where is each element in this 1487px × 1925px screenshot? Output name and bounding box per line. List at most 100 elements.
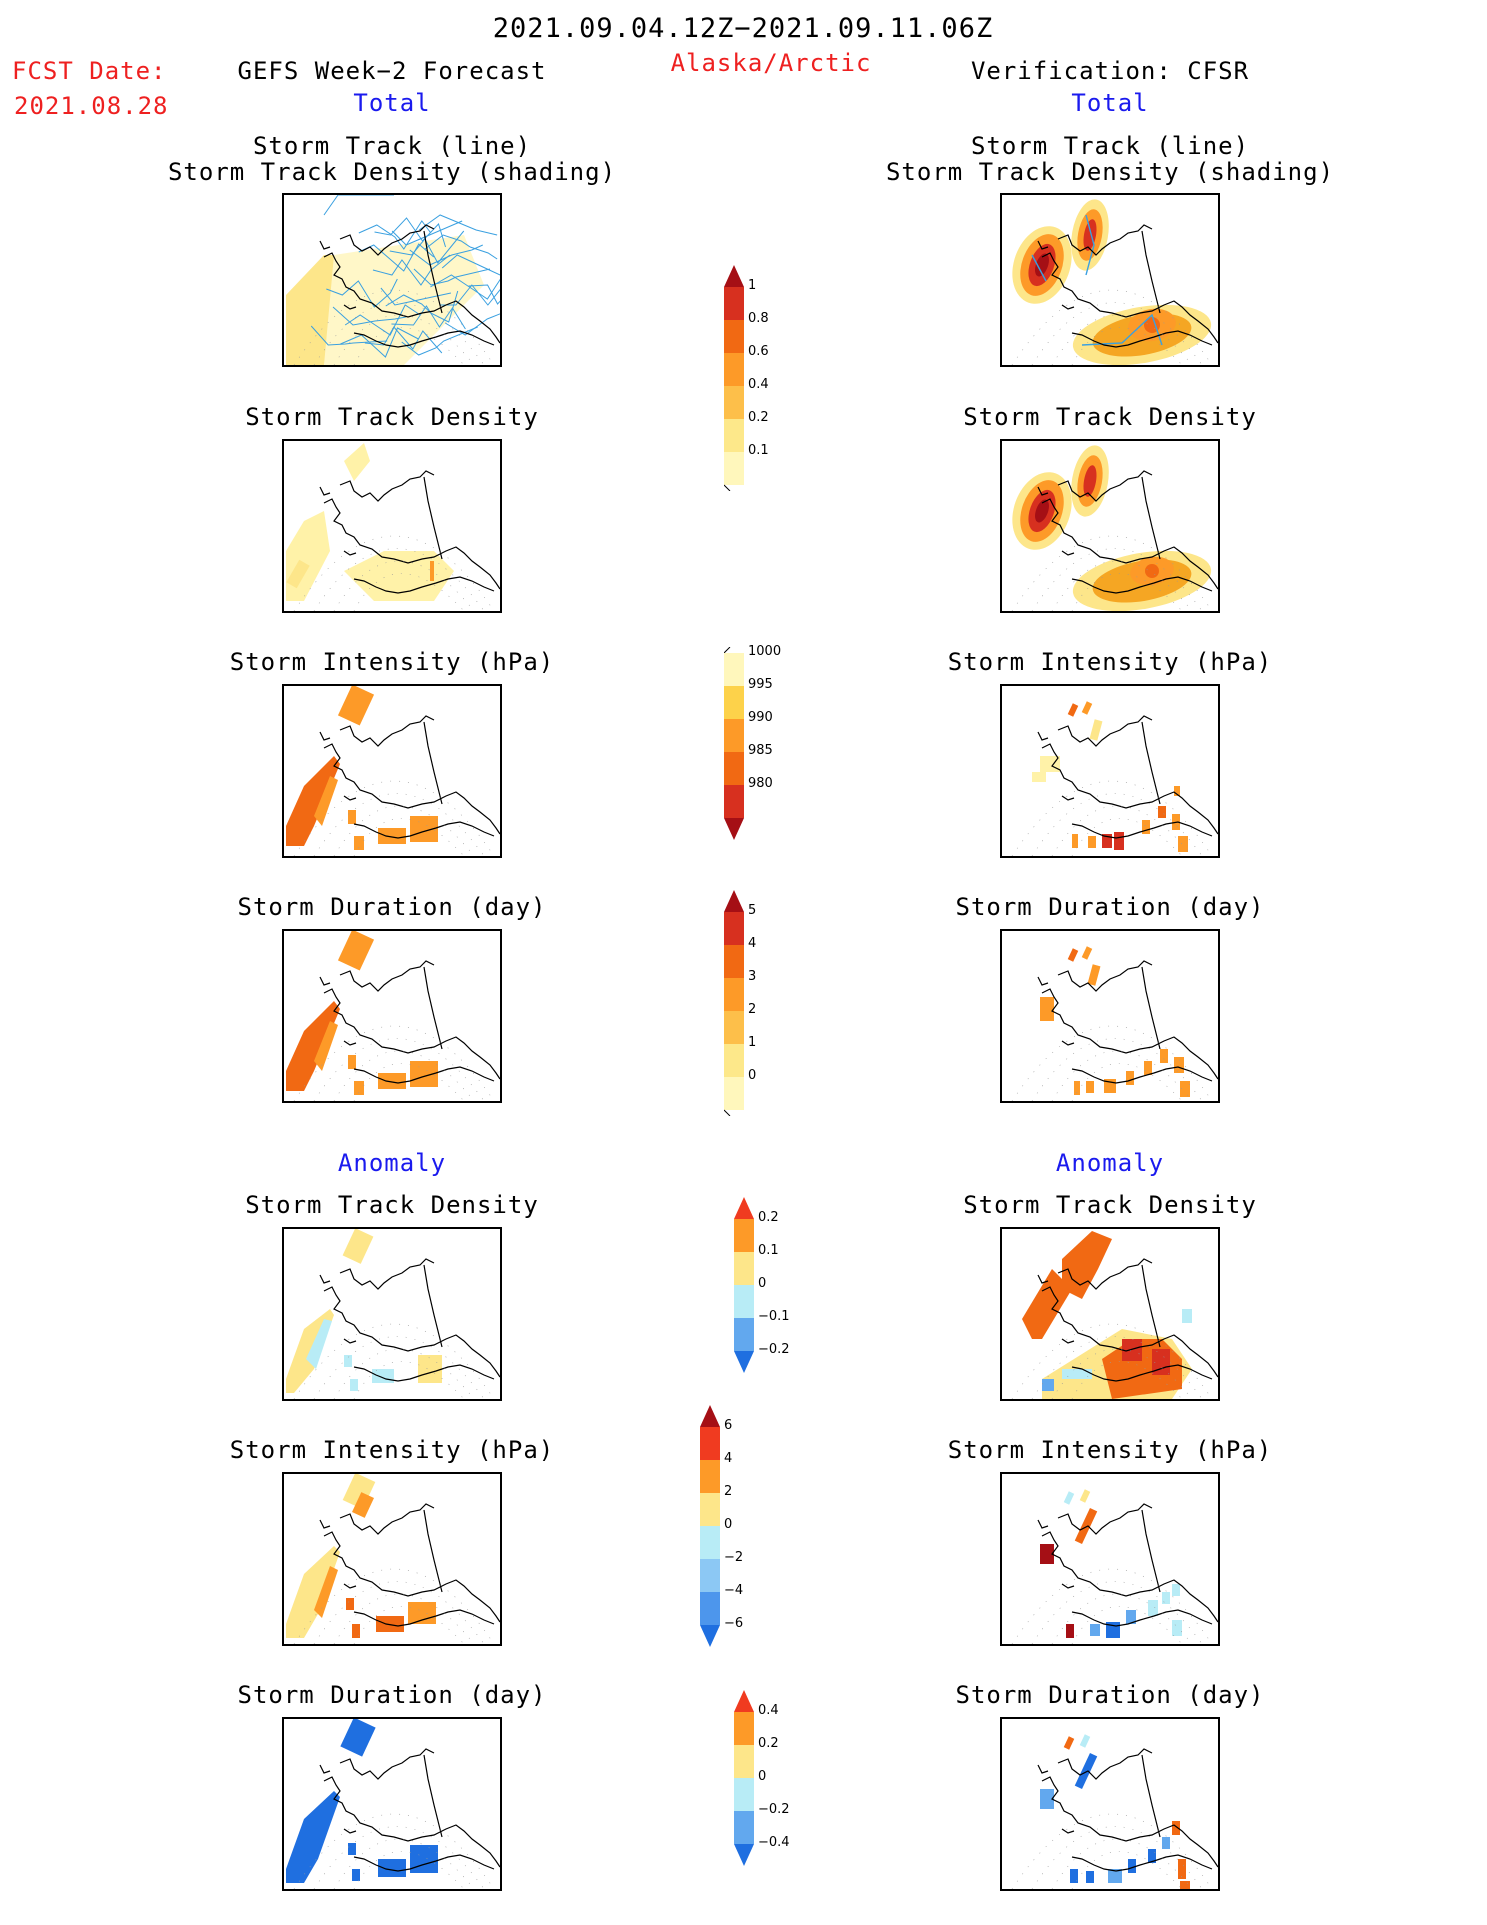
colorbar-segment (724, 419, 744, 452)
colorbar-svg (723, 890, 744, 1117)
map-gefs-total-intensity (282, 684, 502, 858)
shaded-cell (1088, 836, 1096, 848)
shaded-region (286, 1546, 340, 1638)
colorbar-segment (724, 1011, 744, 1044)
shaded-cell (337, 931, 375, 971)
shaded-cell (1063, 1736, 1075, 1750)
shaded-cell (1158, 806, 1166, 818)
left-anom-duration-title: Storm Duration (day) (237, 1681, 547, 1709)
left-anom-intensity-title: Storm Intensity (hPa) (229, 1436, 555, 1464)
right-track-shading-title: Storm Track Density (shading) (885, 158, 1335, 186)
storm-track-line (358, 220, 432, 250)
colorbar-tick-label: −6 (724, 1616, 744, 1631)
density-contour (1035, 253, 1049, 277)
storm-track-line (389, 230, 465, 264)
shaded-cell (1172, 1620, 1182, 1636)
map-cfsr-total-density (1000, 439, 1220, 613)
colorbar-svg (723, 265, 744, 492)
storm-track-line (409, 244, 483, 266)
left-duration-title: Storm Duration (day) (237, 893, 547, 921)
map-gefs-anom-density (282, 1227, 502, 1401)
shaded-cell (1174, 1057, 1184, 1073)
left-total-label: Total (353, 89, 431, 117)
storm-track-line (385, 290, 459, 323)
colorbar-tick-label: 5 (748, 903, 757, 918)
shaded-cell (1074, 1752, 1098, 1790)
colorbar-extend-bottom (700, 1625, 720, 1647)
fcst-date-label: FCST Date: (12, 57, 167, 85)
colorbar-segment (724, 452, 744, 485)
shaded-region (286, 756, 340, 846)
shaded-cell (378, 1859, 406, 1877)
shaded-cell (340, 1719, 376, 1757)
shaded-cell (1032, 772, 1046, 782)
shaded-cell (1180, 1881, 1190, 1889)
shaded-cell (1162, 1837, 1170, 1849)
colorbar-segment (734, 1811, 754, 1844)
density-contour (1145, 564, 1159, 578)
map-gefs-anom-duration (282, 1717, 502, 1891)
shaded-cell (352, 1492, 374, 1518)
colorbar-extend-top (724, 890, 744, 912)
shaded-cell (1063, 1491, 1075, 1505)
storm-track-line (439, 284, 500, 306)
map-cfsr-total-intensity (1000, 684, 1220, 858)
colorbar-tick-label: 1000 (748, 644, 782, 659)
shaded-cell (1040, 1789, 1054, 1809)
shaded-cell (348, 1843, 356, 1855)
colorbar-tick-label: 0.6 (748, 344, 769, 359)
shaded-cell (1072, 834, 1078, 848)
shaded-cell (1174, 786, 1180, 796)
colorbar-segment (724, 912, 744, 945)
colorbar-segment (734, 1778, 754, 1811)
shaded-cell (1062, 1369, 1092, 1379)
colorbar-tick-label: 0.1 (758, 1243, 779, 1258)
shaded-region (286, 255, 344, 365)
shaded-cell (1114, 832, 1124, 850)
storm-track-line (413, 268, 491, 286)
colorbar-segment (724, 945, 744, 978)
shaded-cell (342, 1474, 376, 1510)
shaded-cell (1086, 1081, 1094, 1093)
colorbar-segment (734, 1252, 754, 1285)
right-total-label: Total (1071, 89, 1149, 117)
colorbar-segment (724, 1044, 744, 1077)
shaded-cell (430, 561, 434, 581)
shaded-cell (1178, 1859, 1186, 1879)
colorbar-tick-label: 0 (748, 1068, 757, 1083)
shaded-region (286, 511, 330, 601)
colorbar-extend-top (734, 1197, 754, 1219)
map-svg (1011, 1734, 1218, 1889)
shaded-cell (348, 810, 356, 824)
storm-track-line (372, 254, 451, 286)
storm-track-line (424, 234, 498, 260)
colorbar-tick-label: −0.1 (758, 1309, 790, 1324)
right-anom-intensity-title: Storm Intensity (hPa) (947, 1436, 1273, 1464)
map-svg (1011, 701, 1218, 856)
colorbar-tick-label: 0.2 (748, 410, 769, 425)
storm-track-line (374, 217, 447, 248)
colorbar-tick-label: −4 (724, 1583, 744, 1598)
colorbar-extend-bottom (734, 1351, 754, 1373)
colorbar-anom-density: 0.2 0.1 0 −0.1 −0.2 (734, 1197, 790, 1377)
colorbar-tick-label: −0.4 (758, 1835, 790, 1850)
shaded-region (344, 443, 370, 481)
colorbar-tick-label: 0 (758, 1769, 767, 1784)
map-svg (1011, 946, 1218, 1101)
storm-track-line (401, 326, 478, 356)
storm-track-line (441, 254, 500, 276)
map-gefs-total-duration (282, 929, 502, 1103)
shaded-cell (1144, 1061, 1152, 1075)
shaded-cell (1126, 1610, 1136, 1624)
map-svg (1011, 445, 1218, 611)
shaded-cell (1067, 948, 1079, 962)
colorbar-tick-label: 3 (748, 969, 757, 984)
shaded-cell (348, 1055, 356, 1069)
colorbar-tick-label: 0.4 (748, 377, 769, 392)
colorbar-segment (724, 1077, 744, 1110)
colorbar-extend-top (724, 265, 744, 287)
shaded-cell (1040, 997, 1054, 1021)
shaded-cell (1160, 1049, 1168, 1063)
colorbar-tick-label: −0.2 (758, 1342, 790, 1357)
map-svg (286, 931, 500, 1101)
